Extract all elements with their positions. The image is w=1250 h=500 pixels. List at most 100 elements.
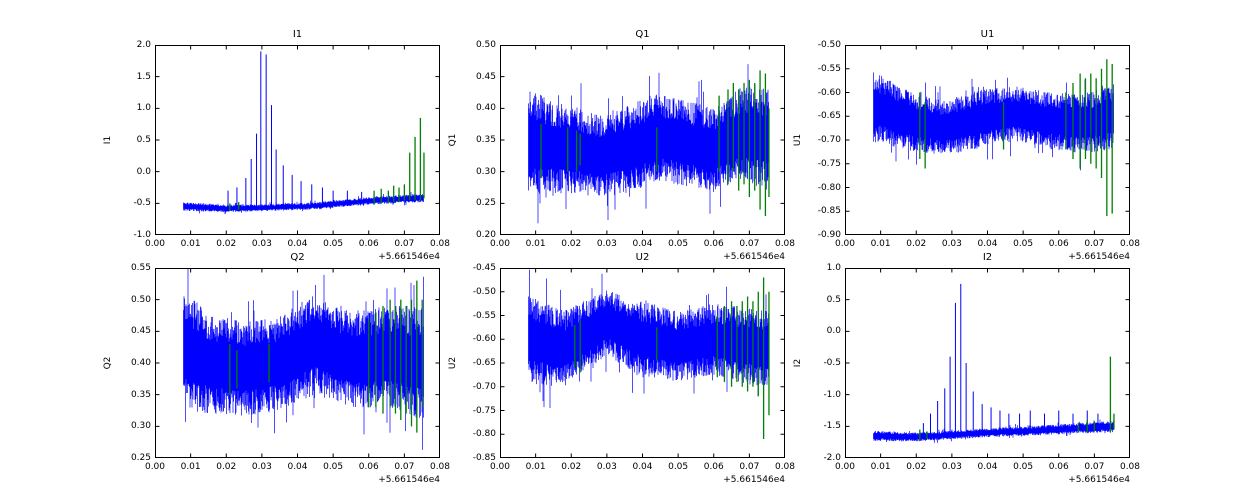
x-tick-label: 0.01 [180, 239, 201, 249]
y-tick-label: 0.45 [475, 71, 496, 82]
y-tick-label: -2.0 [823, 453, 841, 463]
x-tick-label: 0.01 [870, 239, 891, 249]
x-tick-label: 0.08 [774, 462, 796, 472]
y-tick-label: 2.0 [136, 40, 151, 50]
plot-area-i2 [845, 268, 1130, 458]
plot-area-u2 [500, 268, 785, 458]
x-tick-label: 0.06 [703, 239, 724, 249]
y-tick-label: -0.55 [472, 310, 496, 321]
plot-title-i1: I1 [292, 29, 303, 40]
x-tick-label: 0.05 [323, 462, 344, 472]
x-tick-label: 0.00 [144, 462, 166, 472]
plot-area-q2 [155, 268, 440, 458]
x-tick-label: 0.04 [632, 239, 653, 249]
x-tick-label: 0.00 [489, 462, 511, 472]
y-tick-label: 0.5 [136, 135, 151, 145]
x-tick-label: 0.06 [358, 239, 379, 249]
x-tick-label: 0.07 [394, 239, 415, 249]
x-tick-label: 0.03 [596, 239, 617, 249]
y-tick-label: -0.75 [817, 158, 841, 169]
y-tick-label: 0.50 [130, 294, 151, 305]
x-tick-label: 0.06 [1048, 239, 1069, 249]
y-tick-label: 1.0 [136, 103, 151, 114]
x-tick-label: 0.05 [323, 239, 344, 249]
x-tick-label: 0.04 [977, 462, 998, 472]
plot-title-u1: U1 [980, 29, 995, 40]
x-tick-label: 0.00 [144, 239, 166, 249]
y-tick-label: 0.35 [130, 389, 151, 400]
y-tick-label: -0.60 [472, 334, 496, 345]
y-tick-label: -0.70 [472, 381, 496, 392]
y-tick-label: -0.75 [472, 405, 496, 416]
y-tick-label: 0.55 [130, 263, 151, 273]
y-tick-label: 0.5 [826, 294, 841, 305]
y-tick-label: -0.90 [817, 230, 841, 240]
y-tick-label: -0.80 [472, 429, 496, 440]
x-tick-label: 0.08 [1119, 239, 1141, 249]
x-axis-offset-label: +5.661546e4 [1068, 475, 1130, 485]
x-tick-label: 0.04 [632, 462, 653, 472]
x-tick-label: 0.00 [834, 239, 856, 249]
x-tick-label: 0.06 [1048, 462, 1069, 472]
y-tick-label: -0.45 [472, 263, 496, 273]
plot-area-i1 [155, 45, 440, 235]
x-tick-label: 0.05 [668, 462, 689, 472]
y-tick-label: 0.35 [475, 135, 496, 145]
x-tick-label: 0.02 [216, 462, 237, 472]
x-tick-label: 0.00 [489, 239, 511, 249]
x-tick-label: 0.01 [525, 239, 546, 249]
y-tick-label: 0.50 [475, 40, 496, 50]
x-tick-label: 0.07 [1084, 462, 1105, 472]
x-axis-offset-label: +5.661546e4 [723, 475, 785, 485]
x-tick-label: 0.02 [906, 239, 927, 249]
x-tick-label: 0.03 [596, 462, 617, 472]
x-tick-label: 0.01 [180, 462, 201, 472]
plot-title-i2: I2 [982, 252, 993, 263]
y-tick-label: 0.25 [475, 198, 496, 209]
x-tick-label: 0.08 [429, 462, 451, 472]
x-axis-offset-label: +5.661546e4 [1068, 252, 1130, 262]
y-tick-label: 0.0 [826, 326, 841, 337]
y-tick-label: -1.5 [823, 421, 841, 432]
plot-area-q1 [500, 45, 785, 235]
x-tick-label: 0.01 [870, 462, 891, 472]
y-tick-label: -0.60 [817, 87, 841, 98]
x-tick-label: 0.07 [1084, 239, 1105, 249]
plot-title-q2: Q2 [290, 252, 305, 263]
x-tick-label: 0.02 [561, 462, 582, 472]
y-tick-label: -0.50 [817, 40, 841, 50]
x-axis-offset-label: +5.661546e4 [378, 475, 440, 485]
y-tick-label: -0.85 [472, 453, 496, 463]
x-tick-label: 0.03 [941, 239, 962, 249]
y-tick-label: -0.80 [817, 182, 841, 193]
plot-area-u1 [845, 45, 1130, 235]
y-tick-label: -1.0 [823, 389, 841, 400]
y-tick-label: 0.45 [130, 326, 151, 337]
y-tick-label: -0.50 [472, 286, 496, 297]
x-tick-label: 0.03 [251, 239, 272, 249]
x-tick-label: 0.05 [1013, 462, 1034, 472]
x-tick-label: 0.05 [1013, 239, 1034, 249]
x-tick-label: 0.06 [703, 462, 724, 472]
y-tick-label: 0.20 [475, 230, 496, 240]
x-tick-label: 0.08 [1119, 462, 1141, 472]
y-tick-label: 1.5 [136, 71, 151, 82]
x-tick-label: 0.07 [394, 462, 415, 472]
x-tick-label: 0.03 [941, 462, 962, 472]
x-tick-label: 0.04 [287, 462, 308, 472]
x-tick-label: 0.07 [739, 462, 760, 472]
y-tick-label: 0.25 [130, 453, 151, 463]
plot-title-q1: Q1 [635, 29, 650, 40]
y-tick-label: 0.40 [475, 103, 496, 114]
x-tick-label: 0.01 [525, 462, 546, 472]
y-tick-label: -0.70 [817, 135, 841, 145]
plot-title-u2: U2 [635, 252, 650, 263]
x-axis-offset-label: +5.661546e4 [723, 252, 785, 262]
y-tick-label: 0.30 [130, 421, 151, 432]
x-tick-label: 0.04 [977, 239, 998, 249]
y-tick-label: -0.65 [817, 111, 841, 122]
y-tick-label: -0.5 [823, 358, 841, 368]
y-tick-label: 0.0 [136, 166, 151, 177]
x-tick-label: 0.08 [429, 239, 451, 249]
